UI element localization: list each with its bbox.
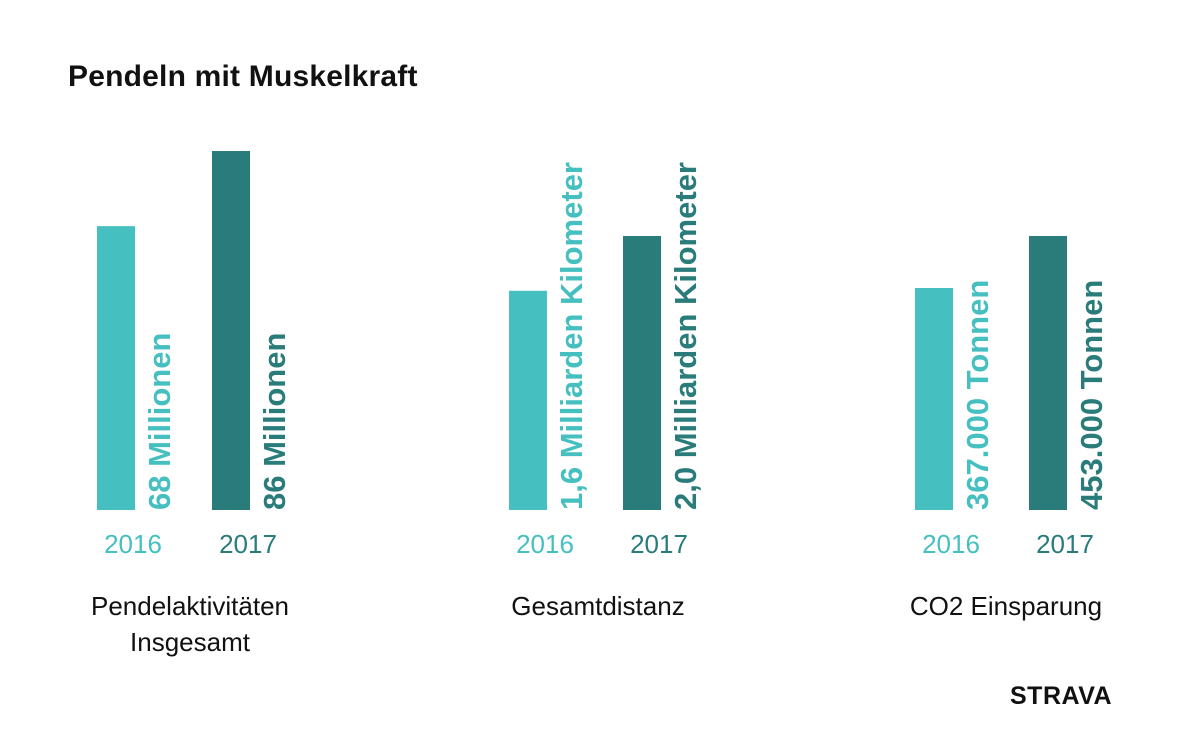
year-label-distance-2016: 2016: [516, 529, 574, 559]
bar-distance-2017: [623, 236, 661, 510]
chart-title-distance: Gesamtdistanz: [511, 591, 685, 621]
year-label-activities-2017: 2017: [219, 529, 277, 559]
strava-logo-text: STRAVA: [1010, 682, 1112, 710]
year-label-co2-2016: 2016: [922, 529, 980, 559]
data-label-distance-2016: 1,6 Milliarden Kilometer: [554, 162, 589, 510]
chart-title-activities: Pendelaktivitäten Insgesamt: [90, 591, 290, 657]
data-label-co2-2016: 367.000 Tonnen: [960, 280, 995, 510]
data-label-co2-2017: 453.000 Tonnen: [1074, 280, 1109, 510]
bar-activities-2016: [97, 226, 135, 511]
bar-activities-2017: [212, 151, 250, 510]
data-label-activities-2017: 86 Millionen: [257, 333, 292, 510]
year-label-distance-2017: 2017: [630, 529, 688, 559]
year-label-co2-2017: 2017: [1036, 529, 1094, 559]
bar-co2-2017: [1029, 236, 1067, 510]
chart-title-co2: CO2 Einsparung: [909, 591, 1103, 621]
data-label-activities-2016: 68 Millionen: [142, 333, 177, 510]
bar-co2-2016: [915, 288, 953, 510]
bar-distance-2016: [509, 290, 547, 510]
data-label-distance-2017: 2,0 Milliarden Kilometer: [668, 162, 703, 510]
year-label-activities-2016: 2016: [104, 529, 162, 559]
page-title: Pendeln mit Muskelkraft: [68, 60, 418, 93]
strava-logo: STRAVA: [1010, 682, 1112, 710]
